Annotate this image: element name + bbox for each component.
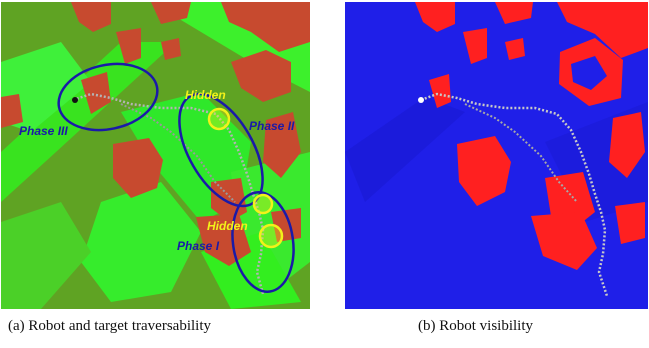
hidden-label: Hidden <box>207 219 248 233</box>
robot-path <box>420 92 609 297</box>
robot-position <box>72 97 78 103</box>
nonvisible-region <box>429 74 451 108</box>
green-region <box>81 182 201 302</box>
phase-2-label: Phase II <box>249 119 295 133</box>
obstacle-region <box>81 72 111 114</box>
caption-a: (a) Robot and target traversability <box>8 318 211 334</box>
phase-3-ellipse <box>57 62 159 132</box>
hidden-marker <box>207 107 231 131</box>
visible-hole <box>571 56 607 90</box>
obstacle-region <box>271 208 301 242</box>
green-region <box>1 42 91 132</box>
phase-2-ellipse <box>178 92 264 208</box>
green-region <box>1 42 176 202</box>
obstacle-region <box>263 112 301 178</box>
obstacle-region <box>151 2 191 24</box>
obstacle-region <box>161 38 181 60</box>
phase-1-label: Phase I <box>177 239 220 253</box>
nonvisible-region <box>615 202 645 244</box>
obstacle-region <box>116 28 141 64</box>
visibility-shadow <box>345 97 465 202</box>
obstacle-region <box>211 178 247 222</box>
phase-1-ellipse <box>231 191 295 293</box>
nonvisible-region <box>457 136 511 206</box>
caption-b: (b) Robot visibility <box>418 318 534 334</box>
obstacle-region <box>196 214 251 266</box>
nonvisible-region <box>609 112 645 178</box>
obstacle-region <box>113 138 163 198</box>
green-region <box>1 202 91 309</box>
obstacle-region <box>1 94 23 128</box>
obstacle-region <box>71 2 111 32</box>
nonvisible-region <box>557 2 648 58</box>
hidden-label: Hidden <box>185 88 226 102</box>
traversability-map: Phase III Phase II Phase I Hidden Hidden <box>1 2 310 309</box>
visibility-map <box>345 2 648 309</box>
obstacle-region <box>231 50 291 102</box>
nonvisible-region <box>495 2 533 24</box>
nonvisible-region <box>531 212 597 270</box>
robot-position <box>418 97 424 103</box>
phase-3-label: Phase III <box>19 124 68 138</box>
hidden-marker <box>252 193 274 215</box>
obstacle-region <box>221 2 310 52</box>
target-path <box>120 103 236 203</box>
nonvisible-region <box>463 28 487 64</box>
target-path <box>464 103 578 203</box>
traversability-map-canvas: Phase III Phase II Phase I Hidden Hidden <box>1 2 310 309</box>
nonvisible-region <box>415 2 455 32</box>
nonvisible-region <box>505 38 525 60</box>
visibility-map-canvas <box>345 2 648 309</box>
hidden-marker <box>258 223 284 249</box>
